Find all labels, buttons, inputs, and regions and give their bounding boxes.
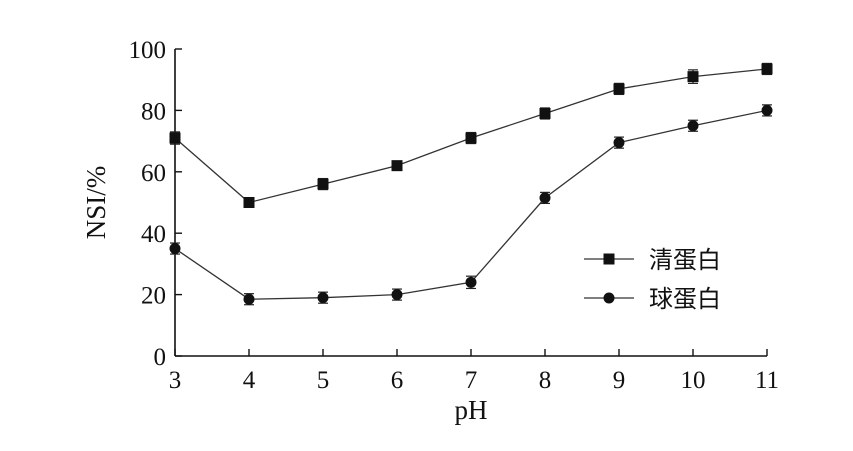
y-tick-label: 20 — [141, 283, 166, 310]
x-tick-label: 11 — [755, 367, 779, 394]
x-tick-label: 7 — [465, 367, 478, 394]
data-point-circle — [169, 243, 181, 255]
data-point-circle — [761, 104, 773, 116]
x-tick-label: 3 — [169, 367, 182, 394]
data-point-circle — [391, 289, 403, 301]
y-ticks: 0 20 40 60 80 100 — [129, 37, 182, 371]
data-point-circle — [539, 192, 551, 204]
data-point-square — [613, 83, 625, 95]
y-tick-label: 60 — [141, 160, 166, 187]
data-point-square — [169, 132, 181, 144]
data-point-circle — [613, 137, 625, 149]
legend-item-albumin: 清蛋白 — [584, 246, 721, 274]
series-layer — [169, 62, 773, 306]
x-tick-label: 8 — [539, 367, 552, 394]
y-tick-label: 0 — [154, 344, 167, 371]
data-point-circle — [243, 293, 255, 305]
y-tick-label: 40 — [141, 221, 166, 248]
legend: 清蛋白 球蛋白 — [584, 246, 721, 313]
data-point-circle — [317, 292, 329, 304]
x-ticks: 3 4 5 6 7 8 9 10 11 — [169, 349, 779, 394]
data-point-square — [539, 107, 551, 119]
data-point-circle — [687, 120, 699, 132]
x-axis-title: pH — [455, 395, 488, 425]
data-point-square — [243, 197, 255, 208]
legend-label-albumin: 清蛋白 — [649, 246, 721, 274]
y-axis-title: NSI/% — [81, 166, 111, 240]
x-tick-label: 5 — [317, 367, 330, 394]
x-tick-label: 9 — [613, 367, 626, 394]
y-tick-label: 80 — [141, 98, 166, 125]
series-1 — [169, 104, 773, 306]
legend-marker-square — [603, 253, 615, 265]
data-point-square — [317, 178, 329, 190]
x-tick-label: 6 — [391, 367, 404, 394]
x-tick-label: 4 — [243, 367, 256, 394]
data-point-square — [761, 63, 773, 75]
legend-marker-circle — [603, 292, 615, 304]
legend-label-globulin: 球蛋白 — [649, 285, 721, 313]
y-tick-label: 100 — [129, 37, 167, 64]
data-point-square — [465, 132, 477, 144]
series-0 — [169, 62, 773, 208]
data-point-square — [687, 71, 699, 83]
legend-item-globulin: 球蛋白 — [584, 285, 721, 313]
x-tick-label: 10 — [681, 367, 706, 394]
data-point-circle — [465, 276, 477, 288]
data-point-square — [391, 160, 403, 172]
